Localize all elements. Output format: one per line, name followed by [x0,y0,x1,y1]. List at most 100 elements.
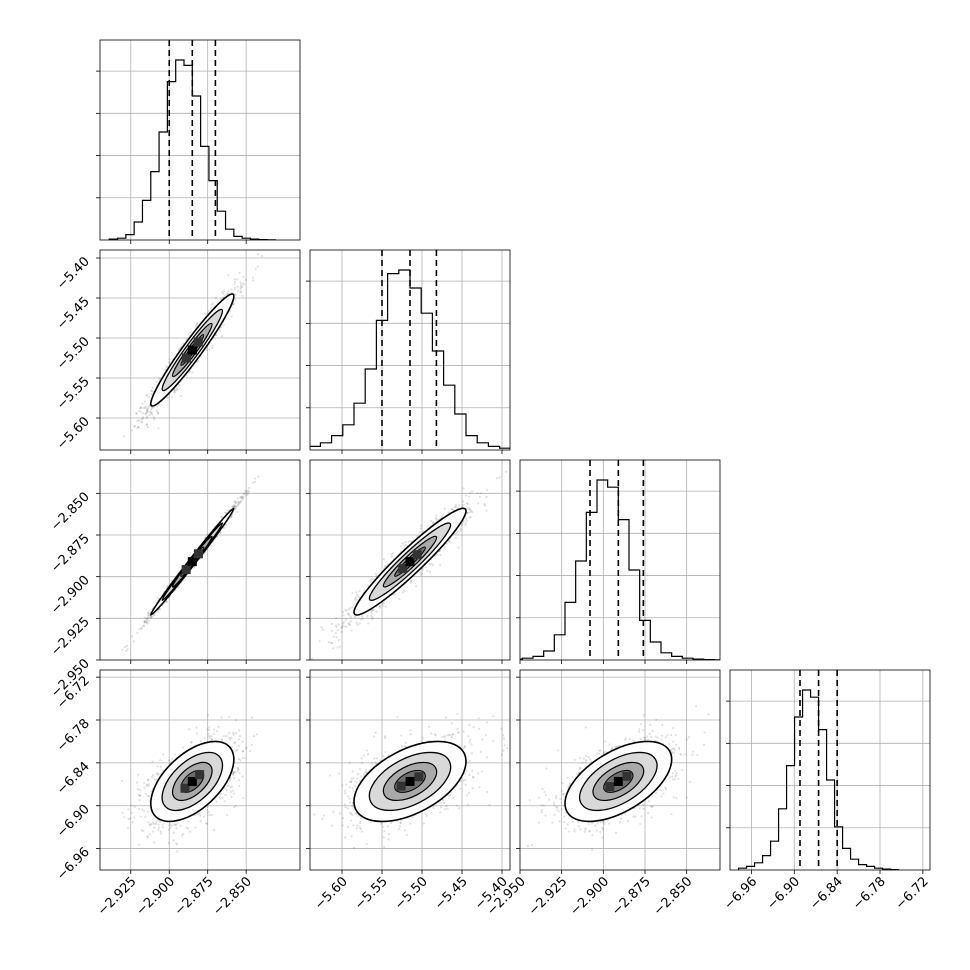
scatter-point [188,371,191,374]
scatter-point [346,612,350,616]
axes-frame [309,249,511,451]
scatter-point [156,411,160,414]
scatter-point [234,298,237,301]
scatter-point [240,499,243,502]
scatter-point [136,426,139,430]
scatter-point [166,396,170,399]
scatter-point [131,635,134,638]
scatter-point [139,815,142,818]
scatter-point [466,511,469,515]
scatter-point [233,505,236,508]
scatter-point [157,427,160,430]
scatter-point [209,306,213,309]
scatter-point [230,745,233,748]
scatter-point [504,470,508,473]
scatter-point [370,609,373,612]
scatter-point [244,278,247,281]
scatter-point [468,516,471,519]
scatter-point [138,843,141,846]
scatter-point [219,329,222,332]
scatter-point [125,644,129,647]
scatter-point [150,615,153,618]
scatter-point [414,585,418,588]
scatter-point [239,496,243,499]
scatter-point [227,274,230,277]
scatter-point [335,625,338,628]
scatter-point [241,756,244,759]
scatter-point [345,625,348,628]
scatter-point [172,839,175,842]
scatter-point [130,429,134,432]
scatter-point [233,283,236,286]
scatter-point [232,771,236,774]
scatter-point [247,490,251,493]
scatter-point [466,502,469,506]
scatter-point [419,573,422,576]
scatter-point [355,591,358,594]
density-cell [187,557,197,567]
scatter-point [143,400,146,403]
scatter-point [371,616,374,619]
scatter-point [236,500,240,504]
scatter-point [208,726,211,729]
scatter-point [125,649,128,652]
scatter-point [145,416,148,419]
scatter-point [133,424,137,428]
scatter-point [146,409,149,412]
scatter-point [469,508,472,511]
scatter-point [432,520,435,523]
scatter-point [335,617,338,620]
scatter-point [330,622,334,626]
scatter-point [234,294,237,297]
scatter-point [211,302,214,305]
scatter-point [228,778,231,782]
scatter-point [244,491,248,494]
scatter-point [230,288,233,291]
y-tick-label: −5.55 [54,374,93,413]
density-cell [398,564,408,574]
scatter-point [141,402,144,405]
scatter-point [234,501,238,504]
scatter-point [156,611,159,614]
scatter-point [167,759,171,762]
scatter-point [253,480,257,483]
scatter-point [451,508,454,511]
scatter-point [132,425,136,428]
scatter-point [156,765,159,768]
scatter-point [157,828,160,831]
scatter-point [228,715,231,718]
scatter-point [139,406,143,409]
scatter-point [145,621,149,624]
scatter-point [149,790,153,793]
scatter-point [476,492,479,495]
scatter-point [409,581,412,584]
scatter-point [127,808,130,811]
scatter-point [196,322,199,325]
scatter-point [244,747,248,750]
scatter-point [447,540,450,543]
scatter-point [187,820,190,823]
scatter-point [172,831,176,834]
scatter-point [123,645,127,649]
scatter-point [443,546,446,549]
scatter-point [146,617,149,620]
scatter-point [390,555,393,558]
scatter-point [421,568,424,571]
scatter-point [242,275,245,278]
scatter-point [449,541,452,544]
scatter-point [161,826,164,829]
scatter-point [454,536,457,539]
panel-2-0: −2.950−2.925−2.900−2.875−2.850 [48,459,301,701]
scatter-point [173,391,176,394]
scatter-point [186,827,190,830]
scatter-point [248,486,251,490]
scatter-point [349,620,352,623]
scatter-point [233,278,236,281]
scatter-point [146,393,149,396]
scatter-point [140,626,143,629]
scatter-point [150,823,153,826]
scatter-point [246,493,249,496]
scatter-point [430,562,433,566]
scatter-point [143,616,147,619]
scatter-point [126,648,129,651]
